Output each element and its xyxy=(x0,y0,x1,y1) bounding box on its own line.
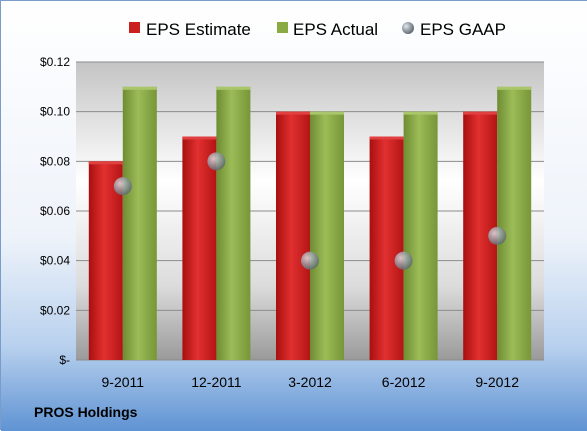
x-category-label: 3-2012 xyxy=(288,374,332,390)
x-category-label: 9-2012 xyxy=(475,374,519,390)
gaap-marker xyxy=(488,226,507,245)
legend-marker-gaap xyxy=(402,22,414,34)
bar-eps-actual xyxy=(310,111,344,361)
bar-eps-actual xyxy=(122,86,157,360)
legend-label-gaap: EPS GAAP xyxy=(420,20,506,39)
x-category-label: 9-2011 xyxy=(102,374,145,390)
gaap-marker xyxy=(207,152,226,171)
gaap-marker xyxy=(301,251,319,270)
y-tick-label: $0.12 xyxy=(40,55,70,69)
legend-swatch-estimate xyxy=(129,22,140,33)
y-tick-label: $0.06 xyxy=(40,204,70,218)
bar-eps-estimate xyxy=(182,136,217,360)
y-tick-label: $0.04 xyxy=(40,254,70,268)
legend-label-estimate: EPS Estimate xyxy=(146,20,251,39)
bar-eps-actual xyxy=(403,111,438,361)
y-tick-label: $0.02 xyxy=(40,303,70,317)
x-category-label: 12-2011 xyxy=(191,374,242,390)
bar-eps-actual xyxy=(497,86,532,360)
bar-eps-estimate xyxy=(276,111,310,361)
bars xyxy=(88,86,532,361)
bar-eps-estimate xyxy=(369,136,404,360)
gaap-marker xyxy=(394,251,413,270)
x-axis-categories: 9-2011 12-2011 3-2012 6-2012 9-2012 xyxy=(102,374,520,390)
company-name: PROS Holdings xyxy=(34,404,138,420)
y-tick-label: $0.10 xyxy=(40,105,70,119)
legend: EPS Estimate EPS Actual EPS GAAP xyxy=(129,20,506,39)
bar-eps-actual xyxy=(216,86,251,360)
legend-swatch-actual xyxy=(277,22,288,33)
gaap-markers xyxy=(113,152,507,270)
y-axis-ticks: $- $0.02 $0.04 $0.06 $0.08 $0.10 $0.12 xyxy=(40,55,70,367)
y-tick-label: $0.08 xyxy=(40,154,70,168)
bar-eps-estimate xyxy=(88,161,123,360)
gaap-marker xyxy=(113,177,132,196)
x-category-label: 6-2012 xyxy=(382,374,426,390)
legend-label-actual: EPS Actual xyxy=(293,20,378,39)
y-tick-label: $- xyxy=(59,353,70,367)
